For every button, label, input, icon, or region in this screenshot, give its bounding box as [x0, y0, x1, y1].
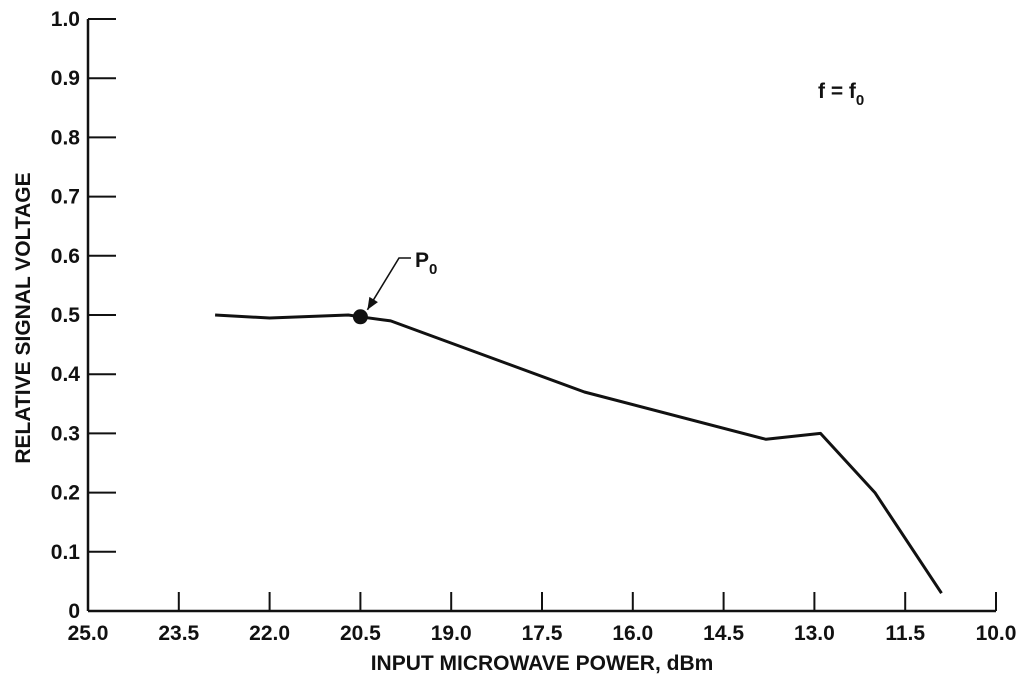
- x-ticks: 25.0 23.5 22.0 20.5 19.0 17.5 16.0 14.5 13.0 11.5…: [68, 592, 1017, 645]
- y-tick-label: 0.6: [51, 245, 80, 268]
- series-line: [215, 313, 943, 595]
- y-tick-label: 0: [68, 600, 80, 623]
- y-tick-label: 1.0: [51, 8, 80, 31]
- y-tick-label: 0.1: [51, 541, 81, 564]
- y-tick-label: 0.7: [51, 186, 80, 209]
- p0-arrowhead: [367, 296, 378, 310]
- y-tick-label: 0.3: [51, 422, 80, 445]
- x-tick-label: 17.5: [522, 622, 563, 645]
- y-axis-title: RELATIVE SIGNAL VOLTAGE: [12, 172, 35, 463]
- p0-label: P0: [415, 249, 437, 278]
- y-tick-label: 0.4: [51, 363, 81, 386]
- frequency-annotation: f = f0: [818, 80, 864, 109]
- x-tick-label: 14.5: [703, 622, 744, 645]
- x-tick-label: 25.0: [68, 622, 109, 645]
- y-tick-label: 0.8: [51, 126, 81, 149]
- x-tick-label: 22.0: [249, 622, 290, 645]
- series-layer: [215, 313, 943, 595]
- x-tick-label: 13.0: [794, 622, 835, 645]
- y-tick-label: 0.5: [51, 304, 81, 327]
- y-tick-label: 0.2: [51, 482, 80, 505]
- x-tick-label: 16.0: [612, 622, 653, 645]
- x-tick-label: 23.5: [158, 622, 199, 645]
- x-tick-label: 10.0: [976, 622, 1017, 645]
- p0-marker: [352, 309, 368, 325]
- annotation-layer: P0 f = f0: [352, 80, 864, 325]
- x-tick-label: 11.5: [885, 622, 925, 645]
- y-tick-label: 0.9: [51, 67, 80, 90]
- p0-leader-line: [366, 257, 411, 311]
- y-ticks: 0 0.1 0.2 0.3 0.4 0.5 0.6 0.7 0.8 0.9 1.0: [51, 8, 116, 623]
- x-tick-label: 20.5: [340, 622, 381, 645]
- x-axis-title: INPUT MICROWAVE POWER, dBm: [371, 652, 714, 675]
- x-tick-label: 19.0: [431, 622, 472, 645]
